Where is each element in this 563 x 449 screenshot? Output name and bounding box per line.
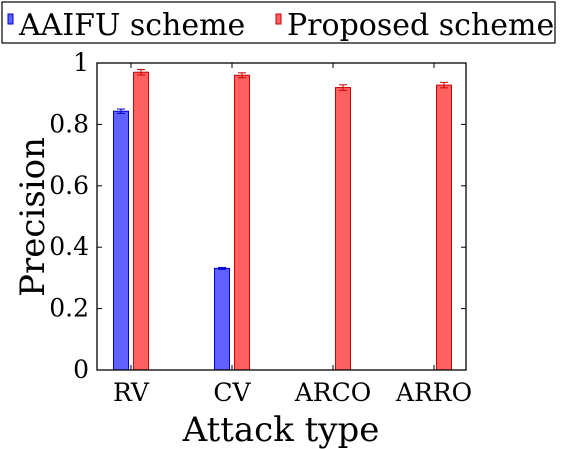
y-tick-label: 0.2 [49, 294, 89, 323]
y-tick-label: 0.6 [49, 171, 89, 200]
legend-swatch-proposed [275, 13, 282, 25]
y-tick-label: 0.4 [49, 232, 89, 261]
bar-proposed-scheme-cv [234, 74, 250, 371]
x-tick-label: ARCO [294, 378, 372, 407]
y-tick-label: 1 [73, 48, 89, 77]
legend: AAIFU scheme Proposed scheme [1, 1, 556, 44]
legend-label-aaifu: AAIFU scheme [18, 8, 245, 43]
bar-proposed-scheme-arco [335, 87, 351, 371]
x-axis-title: Attack type [182, 410, 380, 449]
bar-aaifu-scheme-cv [214, 267, 230, 371]
plot-frame [96, 62, 467, 371]
ticks-layer: 0 0.2 0.4 0.6 0.8 1 RV CV ARCO ARRO [49, 48, 472, 407]
x-tick-label: RV [113, 378, 150, 407]
bar-proposed-scheme-rv [133, 71, 149, 371]
bar-proposed-scheme-arro [436, 84, 452, 371]
y-axis-title: Precision [13, 137, 53, 297]
x-tick-label: ARRO [395, 378, 472, 407]
error-bars-layer [117, 68, 448, 270]
x-tick-label: CV [213, 378, 251, 407]
legend-label-proposed: Proposed scheme [287, 8, 554, 43]
y-tick-label: 0.8 [49, 109, 89, 138]
bars-layer [113, 71, 452, 371]
bar-aaifu-scheme-rv [113, 110, 129, 371]
y-tick-label: 0 [73, 355, 89, 384]
legend-swatch-aaifu [7, 13, 14, 25]
